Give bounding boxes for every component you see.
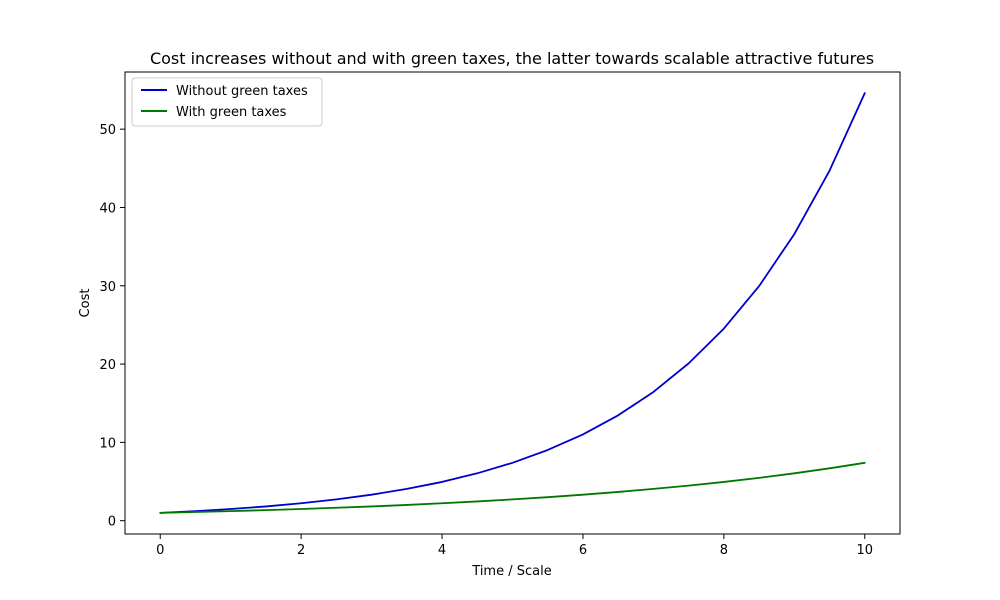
series-layer (159, 92, 866, 514)
plot-area (124, 71, 901, 535)
y-tick-label: 10 (99, 436, 116, 451)
plot-frame (124, 71, 901, 535)
x-tick-label: 10 (856, 543, 873, 558)
x-tick-label: 6 (579, 543, 587, 558)
y-axis-label: Cost (78, 289, 93, 318)
x-axis: 0 2 4 6 8 10 (156, 534, 873, 558)
x-tick-label: 8 (720, 543, 728, 558)
x-tick-label: 4 (438, 543, 446, 558)
x-tick-label: 0 (156, 543, 164, 558)
y-tick-label: 20 (99, 358, 116, 373)
legend-label-without: Without green taxes (176, 84, 308, 99)
series-line-0 (159, 92, 866, 514)
y-tick-label: 0 (108, 515, 116, 530)
legend-box (131, 77, 323, 127)
x-axis-label: Time / Scale (471, 564, 551, 579)
series-line-1 (159, 461, 866, 514)
y-tick-label: 30 (99, 280, 116, 295)
legend-label-with: With green taxes (176, 105, 287, 120)
y-axis: 0 10 20 30 40 50 (99, 123, 125, 530)
x-tick-label: 2 (297, 543, 305, 558)
chart-title: Cost increases without and with green ta… (150, 49, 874, 68)
y-tick-label: 40 (99, 201, 116, 216)
y-tick-label: 50 (99, 123, 116, 138)
legend: Without green taxes With green taxes (131, 77, 323, 127)
